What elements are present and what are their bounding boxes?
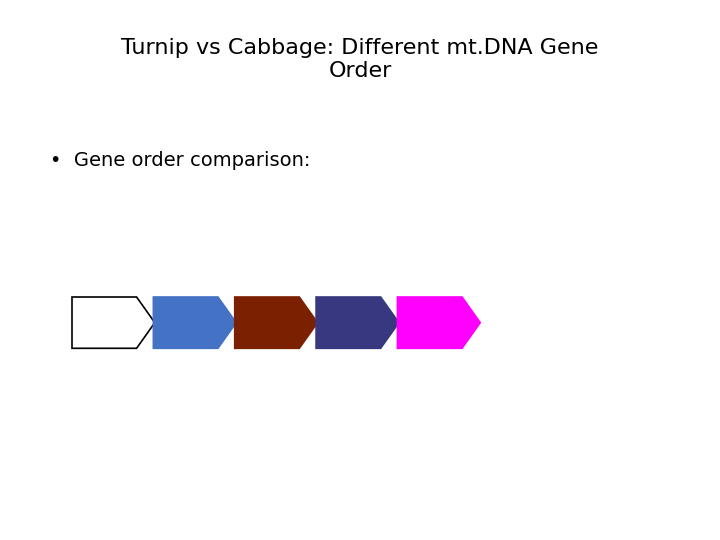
Text: Turnip vs Cabbage: Different mt.DNA Gene
Order: Turnip vs Cabbage: Different mt.DNA Gene… bbox=[121, 38, 599, 81]
Polygon shape bbox=[397, 297, 480, 348]
Text: •  Gene order comparison:: • Gene order comparison: bbox=[50, 151, 311, 170]
Polygon shape bbox=[316, 297, 399, 348]
Polygon shape bbox=[72, 297, 155, 348]
Polygon shape bbox=[235, 297, 318, 348]
Polygon shape bbox=[153, 297, 236, 348]
